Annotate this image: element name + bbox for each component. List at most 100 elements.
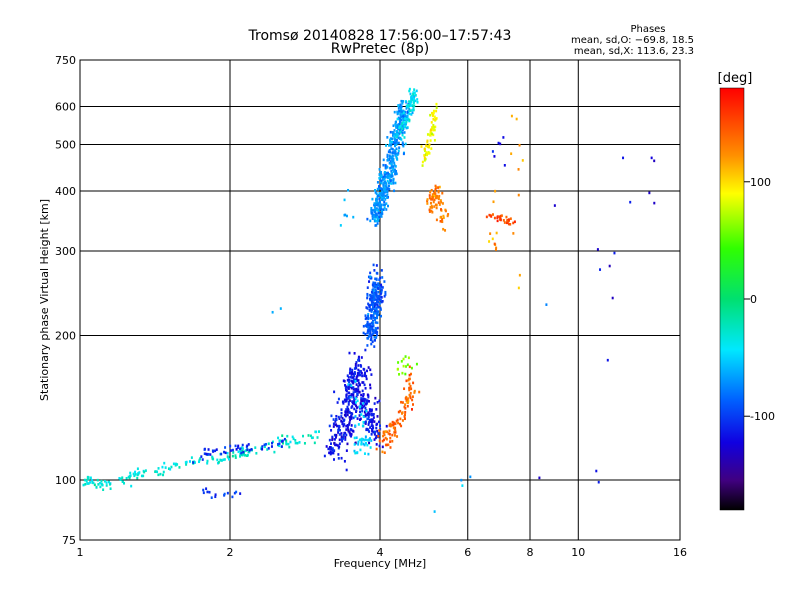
data-point — [172, 462, 175, 466]
data-point — [402, 364, 405, 368]
data-point — [375, 278, 378, 281]
data-point — [328, 438, 331, 442]
data-point — [394, 431, 397, 434]
data-point — [366, 307, 369, 310]
data-point — [381, 190, 384, 193]
data-point — [377, 204, 380, 207]
data-point — [234, 454, 237, 457]
data-point — [363, 438, 366, 442]
data-point — [429, 133, 432, 137]
data-point — [400, 118, 403, 122]
data-point — [346, 410, 349, 414]
data-point — [398, 125, 401, 129]
grid-lines — [80, 60, 680, 540]
data-point — [316, 436, 319, 439]
data-point — [430, 197, 433, 201]
data-point — [227, 456, 230, 459]
data-point — [367, 326, 370, 330]
data-point — [404, 122, 407, 126]
data-point — [502, 219, 505, 222]
data-point — [405, 399, 408, 403]
data-point — [374, 189, 377, 192]
data-point — [346, 426, 349, 430]
data-point — [425, 151, 428, 154]
data-point — [364, 387, 367, 390]
data-point — [368, 441, 371, 445]
data-point — [434, 203, 437, 207]
data-point — [372, 324, 375, 328]
data-point — [393, 144, 396, 148]
data-point — [366, 296, 369, 300]
data-point — [408, 87, 411, 91]
data-point — [412, 106, 415, 110]
data-point — [375, 423, 378, 426]
data-point — [391, 147, 394, 151]
data-point — [507, 222, 510, 226]
data-point — [373, 292, 376, 296]
data-point — [95, 486, 98, 489]
data-point — [201, 458, 204, 461]
colorbar-label: [deg] — [718, 71, 753, 86]
data-point — [350, 415, 353, 419]
data-point — [360, 356, 363, 359]
data-point — [380, 269, 383, 272]
data-point — [357, 379, 360, 382]
data-point — [389, 440, 392, 443]
data-point — [441, 217, 444, 221]
data-point — [373, 202, 376, 205]
data-point — [400, 112, 403, 116]
data-point — [363, 452, 366, 455]
data-point — [91, 478, 94, 482]
x-tick-label: 8 — [527, 546, 534, 559]
data-point — [383, 188, 386, 191]
data-point — [370, 439, 373, 442]
data-point — [369, 275, 372, 278]
data-point — [333, 433, 336, 437]
data-point — [596, 248, 599, 251]
data-point — [395, 133, 398, 136]
data-point — [441, 220, 444, 224]
y-tick-label: 100 — [55, 474, 76, 487]
data-point — [394, 138, 397, 142]
data-point — [374, 331, 377, 335]
data-point — [366, 292, 369, 296]
data-point — [379, 292, 382, 296]
data-point — [368, 309, 371, 312]
data-point — [349, 367, 352, 371]
data-point — [491, 150, 494, 153]
data-point — [344, 213, 347, 217]
data-point — [307, 434, 310, 437]
data-point — [352, 381, 355, 385]
data-point — [408, 100, 411, 103]
data-point — [369, 410, 372, 413]
data-point — [156, 470, 159, 474]
data-point — [431, 113, 434, 117]
data-point — [294, 439, 297, 442]
data-point — [254, 446, 257, 449]
data-point — [367, 415, 370, 419]
data-point — [370, 373, 373, 376]
data-point — [344, 435, 347, 439]
data-point — [372, 413, 375, 416]
data-point — [371, 320, 374, 324]
data-point — [368, 280, 371, 283]
data-point — [375, 298, 378, 301]
data-point — [129, 471, 132, 475]
data-point — [401, 131, 404, 135]
data-point — [342, 424, 345, 428]
data-point — [383, 181, 386, 185]
data-point — [349, 369, 352, 373]
data-point — [353, 436, 356, 440]
data-point — [420, 145, 423, 148]
data-point — [342, 433, 345, 437]
data-point — [350, 384, 353, 387]
data-point — [403, 131, 406, 134]
data-point — [491, 237, 494, 241]
data-point — [442, 227, 445, 231]
data-point — [407, 399, 410, 403]
data-point — [376, 326, 379, 330]
data-point — [513, 220, 516, 224]
data-point — [363, 373, 366, 376]
data-point — [432, 111, 435, 115]
data-point — [429, 131, 432, 134]
